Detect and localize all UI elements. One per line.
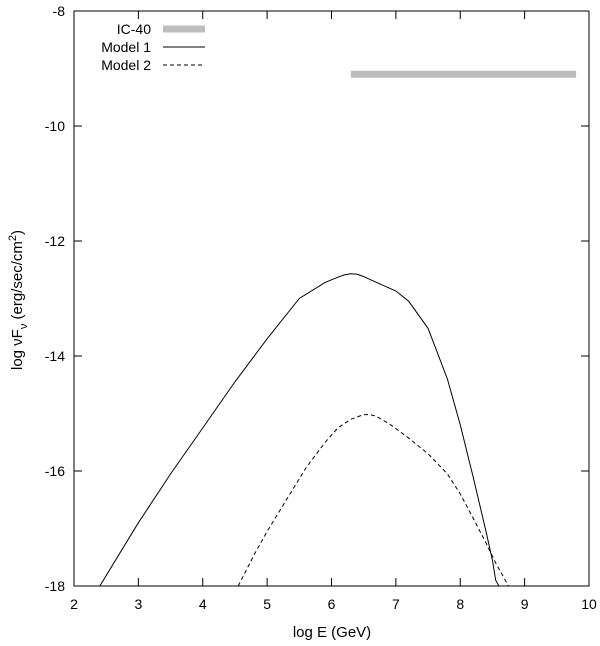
- plot-frame: [73, 10, 590, 587]
- x-tick-label: 10: [581, 596, 597, 612]
- x-tick-label: 3: [134, 596, 142, 612]
- series-model-2-line: [237, 414, 509, 587]
- y-tick-label: -18: [45, 578, 65, 594]
- x-tick-label: 6: [328, 596, 336, 612]
- legend-label-model-1: Model 1: [101, 39, 151, 55]
- x-tick-label: 7: [392, 596, 400, 612]
- x-tick-label: 2: [70, 596, 78, 612]
- legend-label-model-2: Model 2: [101, 57, 151, 73]
- y-tick-label: -16: [45, 463, 65, 479]
- plot-marks: [99, 70, 577, 587]
- y-tick-label: -12: [45, 233, 65, 249]
- x-tick-label: 5: [263, 596, 271, 612]
- y-tick-label: -10: [45, 118, 65, 134]
- y-tick-label: -8: [53, 3, 66, 19]
- x-tick-label: 8: [456, 596, 464, 612]
- y-tick-label: -14: [45, 348, 65, 364]
- series-model-1-line: [99, 273, 500, 587]
- x-tick-label: 9: [521, 596, 529, 612]
- x-tick-label: 4: [199, 596, 207, 612]
- legend: IC-40 Model 1 Model 2: [101, 21, 205, 73]
- axis-ticks: 2 3 4 5 6 7 8 9 10 -18 -16 -14 -12 -10 -8: [45, 3, 597, 612]
- y-axis-label: log νFν (erg/sec/cm2): [7, 230, 30, 370]
- legend-label-ic-40: IC-40: [117, 21, 151, 37]
- x-axis-label: log E (GeV): [293, 624, 371, 641]
